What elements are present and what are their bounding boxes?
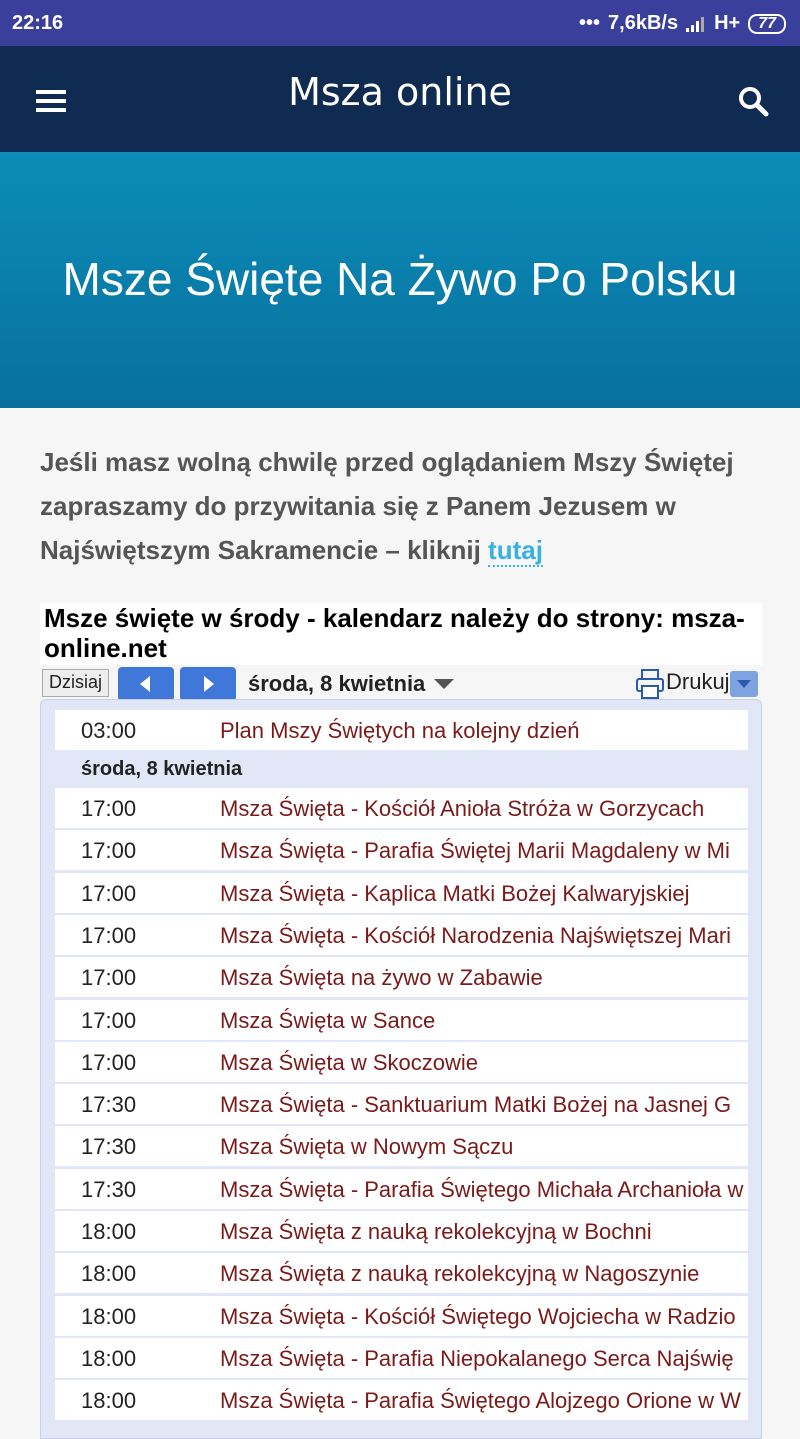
calendar-title: Msze święte w środy - kalendarz należy d…: [40, 603, 762, 665]
event-time: 18:00: [81, 1345, 137, 1371]
event-row: 18:00 Msza Święta - Parafia Świętego Aloj…: [55, 1380, 748, 1421]
signal-icon: [686, 16, 705, 32]
event-time: 18:00: [81, 1261, 137, 1287]
calendar: Msze święte w środy - kalendarz należy d…: [40, 603, 762, 1439]
event-time: 18:00: [81, 1303, 137, 1329]
event-title[interactable]: Plan Mszy Świętych na kolejny dzień: [220, 718, 580, 743]
agenda-list: 03:00 Plan Mszy Świętych na kolejny dzień…: [40, 699, 762, 1439]
event-time: 17:00: [81, 1049, 137, 1075]
clock: 22:16: [12, 12, 64, 34]
event-time: 18:00: [81, 1388, 137, 1414]
event-time: 17:00: [81, 838, 137, 864]
event-title[interactable]: Msza Święta w Nowym Sączu: [220, 1134, 514, 1160]
event-row: 18:00 Msza Święta - Kościół Świętego Wojc…: [55, 1295, 748, 1336]
event-row: 17:30 Msza Święta - Parafia Świętego Mich…: [55, 1168, 748, 1209]
date-dropdown[interactable]: [434, 679, 454, 691]
net-speed: 7,6kB/s: [608, 12, 679, 34]
event-title[interactable]: Msza Święta - Parafia Niepokalanego Serc…: [220, 1345, 734, 1371]
event-title[interactable]: Msza Święta z nauką rekolekcyjną w Bochn…: [220, 1219, 652, 1244]
event-row: 17:00 Msza Święta - Kościół Narodzenia Na…: [55, 914, 748, 955]
search-button[interactable]: [738, 86, 770, 118]
intro: Jeśli masz wolną chwilę przed oglądaniem…: [40, 440, 760, 572]
dots: •••: [579, 12, 601, 34]
event-time: 17:00: [81, 965, 137, 991]
event-title[interactable]: Msza Święta - Kaplica Matki Bożej Kalwar…: [220, 880, 690, 906]
event-row: 17:00 Msza Święta - Kaplica Matki Bożej K…: [55, 872, 748, 913]
event-row: 18:00 Msza Święta - Parafia Niepokalanego…: [55, 1337, 748, 1378]
event-title[interactable]: Msza Święta - Kościół Narodzenia Najświę…: [220, 922, 732, 948]
day-header: środa, 8 kwietnia: [81, 758, 243, 780]
prev-button[interactable]: [118, 667, 174, 701]
event-row: 17:00 Msza Święta w Sance: [55, 999, 748, 1040]
event-title[interactable]: Msza Święta - Parafia Świętego Michała A…: [220, 1176, 744, 1202]
print-button[interactable]: Drukuj: [666, 669, 730, 694]
event-time: 17:30: [81, 1092, 137, 1118]
event-row: 17:30 Msza Święta w Nowym Sączu: [55, 1126, 748, 1167]
intro-link[interactable]: tutaj: [488, 535, 543, 567]
event-title[interactable]: Msza Święta na żywo w Zabawie: [220, 965, 543, 991]
menu-button[interactable]: [36, 90, 66, 114]
calendar-toolbar: Dzisiaj środa, 8 kwietnia Drukuj: [40, 667, 762, 703]
print-icon[interactable]: [636, 669, 664, 699]
battery: 77: [748, 13, 786, 34]
hero: Msze Święte Na Żywo Po Polsku: [0, 152, 800, 408]
event-time: 17:00: [81, 880, 137, 906]
event-title[interactable]: Msza Święta - Parafia Świętej Marii Magd…: [220, 838, 730, 864]
network-type: H+: [714, 12, 741, 34]
event-title[interactable]: Msza Święta - Parafia Świętego Alojzego …: [220, 1388, 741, 1414]
navbar: Msza online: [0, 46, 800, 152]
today-button[interactable]: Dzisiaj: [42, 669, 110, 697]
event-time: 17:00: [81, 1007, 137, 1033]
event-time: 18:00: [81, 1219, 137, 1244]
event-time: 17:00: [81, 922, 137, 948]
site-title[interactable]: Msza online: [288, 70, 512, 114]
event-row: 17:00 Msza Święta - Parafia Świętej Marii…: [55, 830, 748, 871]
event-title[interactable]: Msza Święta w Skoczowie: [220, 1049, 478, 1075]
event-row: 17:00 Msza Święta w Skoczowie: [55, 1041, 748, 1082]
event-row: 17:00 Msza Święta na żywo w Zabawie: [55, 957, 748, 998]
event-time: 17:30: [81, 1134, 137, 1160]
intro-text: Jeśli masz wolną chwilę przed oglądaniem…: [40, 447, 734, 565]
event-time: 17:00: [81, 796, 137, 821]
next-button[interactable]: [180, 667, 236, 701]
print-dropdown[interactable]: [730, 671, 758, 697]
event-title[interactable]: Msza Święta w Sance: [220, 1007, 436, 1033]
date-picker[interactable]: środa, 8 kwietnia: [248, 671, 426, 696]
event-title[interactable]: Msza Święta - Kościół Anioła Stróża w Go…: [220, 796, 705, 821]
event-row: 17:00 Msza Święta - Kościół Anioła Stróża…: [55, 788, 748, 828]
event-title[interactable]: Msza Święta - Sanktuarium Matki Bożej na…: [220, 1092, 732, 1118]
event-title[interactable]: Msza Święta - Kościół Świętego Wojciecha…: [220, 1303, 736, 1329]
event-title[interactable]: Msza Święta z nauką rekolekcyjną w Nagos…: [220, 1261, 700, 1287]
event-time: 03:00: [81, 718, 137, 743]
event-row: 17:30 Msza Święta - Sanktuarium Matki Boż…: [55, 1084, 748, 1125]
event-time: 17:30: [81, 1176, 137, 1202]
event-row: 18:00 Msza Święta z nauką rekolekcyjną w …: [55, 1253, 748, 1294]
event-row: 18:00 Msza Święta z nauką rekolekcyjną w …: [55, 1211, 748, 1251]
status-bar: 22:16 ••• 7,6kB/s H+ 77: [0, 0, 800, 46]
status-icons: ••• 7,6kB/s H+ 77: [579, 12, 786, 35]
hero-title: Msze Święte Na Żywo Po Polsku: [62, 253, 738, 305]
event-row: 03:00 Plan Mszy Świętych na kolejny dzień: [55, 710, 748, 750]
